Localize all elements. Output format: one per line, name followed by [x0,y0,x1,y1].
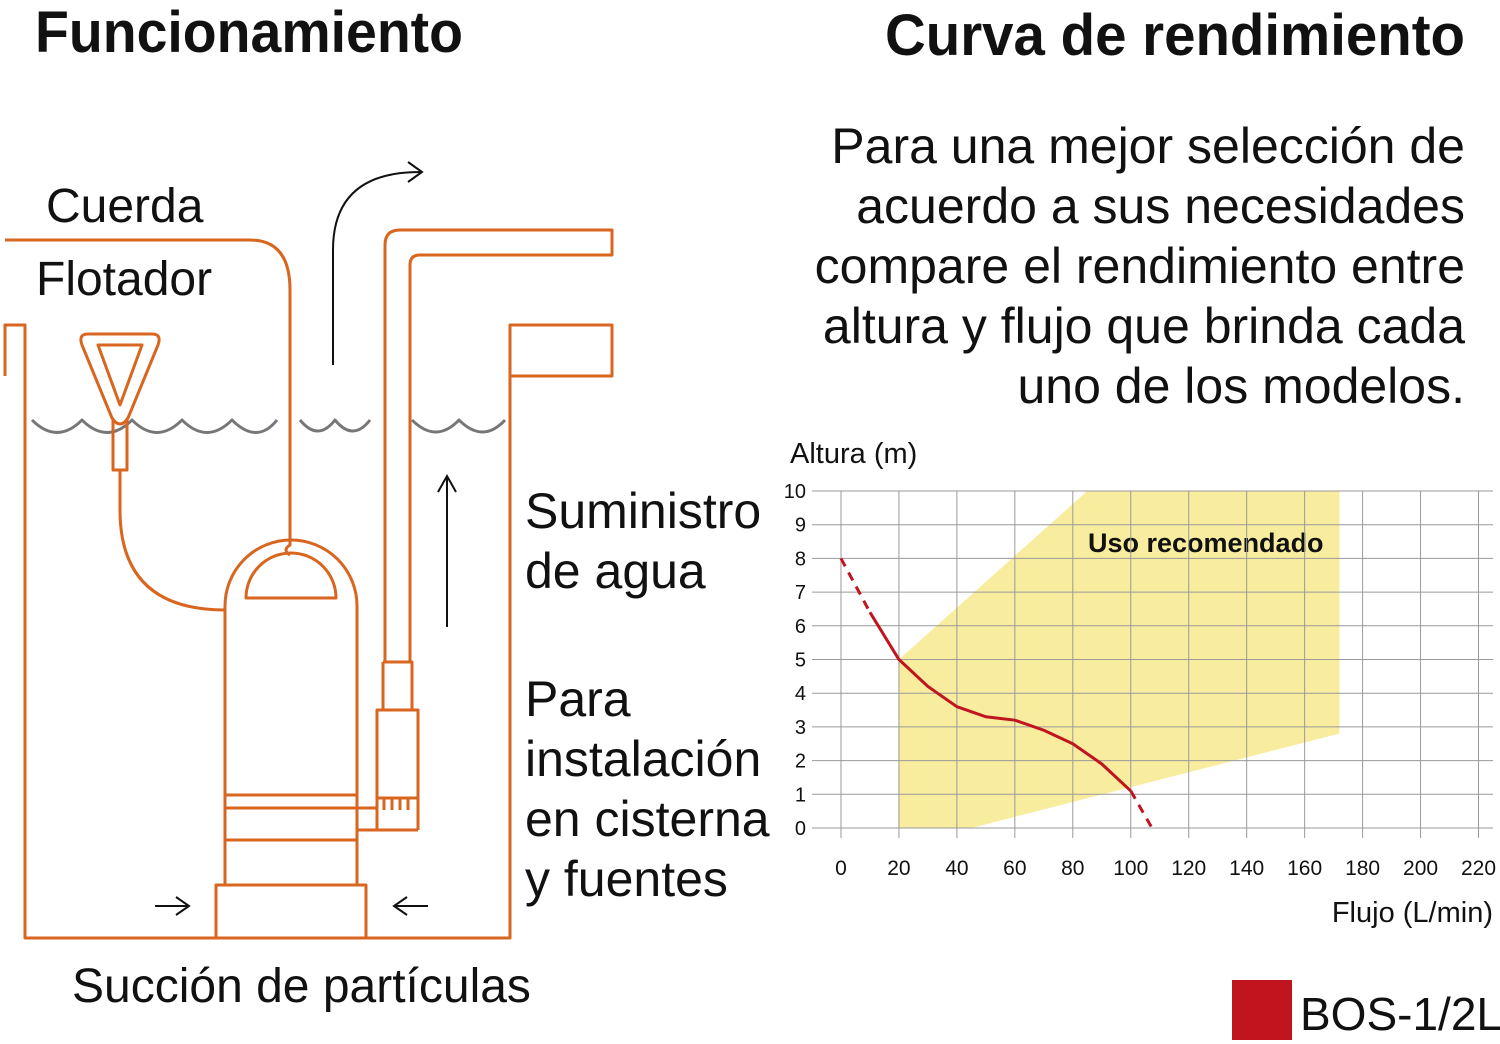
description-line: compare el rendimiento entre [815,238,1465,294]
legend-label: BOS-1/2LP [1300,988,1500,1040]
pump [214,538,368,938]
series-line [839,557,872,614]
supply-label: de agua [525,543,706,599]
x-tick-label: 140 [1229,857,1264,880]
float-cord [111,420,226,612]
x-tick-label: 80 [1061,857,1084,880]
x-tick-label: 40 [945,857,968,880]
pump-diagram [3,161,614,940]
y-tick-label: 9 [795,515,806,537]
x-tick-label: 200 [1403,857,1438,880]
discharge-pipe [357,228,614,832]
y-tick-label: 6 [795,616,806,638]
description-line: uno de los modelos. [1017,358,1465,414]
tank [3,323,614,940]
x-tick-label: 20 [887,857,910,880]
left-title: Funcionamiento [35,0,463,65]
use-label: Para [525,671,631,727]
legend-swatch [1232,980,1292,1040]
float [79,332,161,426]
x-tick-label: 220 [1461,857,1496,880]
x-tick-label: 60 [1003,857,1026,880]
use-label: y fuentes [525,851,728,907]
y-tick-label: 4 [795,683,806,705]
region-label: Uso recomendado [1088,528,1324,558]
description-line: altura y flujo que brinda cada [823,298,1465,354]
y-tick-label: 8 [795,548,806,570]
x-tick-label: 160 [1287,857,1322,880]
x-tick-label: 180 [1345,857,1380,880]
y-tick-label: 2 [795,751,806,773]
y-tick-label: 7 [795,582,806,604]
rope-label: Cuerda [46,180,204,233]
y-tick-label: 5 [795,650,806,672]
rope [5,238,292,557]
use-label: en cisterna [525,791,770,847]
x-axis-label: Flujo (L/min) [1332,897,1493,929]
suction-label: Succión de partículas [72,960,531,1013]
y-tick-label: 10 [784,481,806,503]
y-tick-label: 3 [795,717,806,739]
right-title: Curva de rendimiento [885,3,1465,68]
series-line [1129,790,1156,833]
water-surface [30,418,507,434]
y-tick-label: 1 [795,784,806,806]
description-line: acuerdo a sus necesidades [856,178,1465,234]
supply-arrow [437,473,457,627]
float-label: Flotador [36,253,212,306]
x-tick-label: 0 [835,857,847,880]
description-line: Para una mejor selección de [831,118,1465,174]
x-tick-label: 120 [1171,857,1206,880]
suction-arrows [155,896,428,916]
x-tick-label: 100 [1113,857,1148,880]
series-line [868,611,1132,793]
use-label: instalación [525,731,761,787]
y-axis-label: Altura (m) [790,438,917,470]
y-tick-label: 0 [795,818,806,840]
supply-label: Suministro [525,483,761,539]
outflow-arrow [332,161,424,365]
